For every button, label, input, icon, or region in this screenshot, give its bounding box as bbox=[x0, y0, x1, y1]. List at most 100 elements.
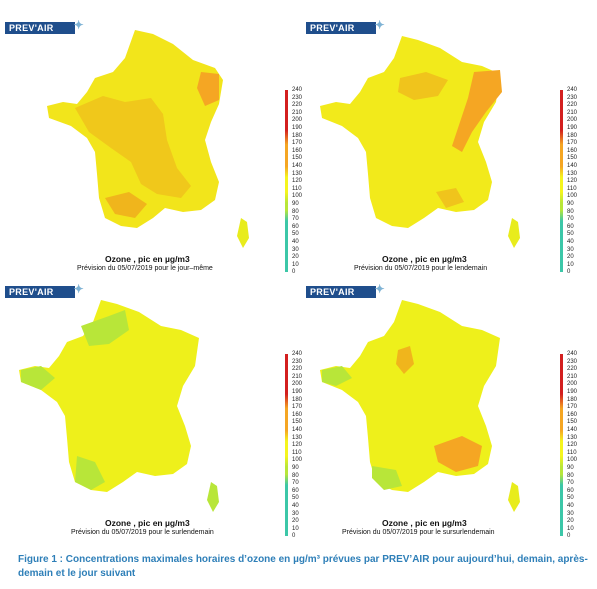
scale-tick-label: 200 bbox=[292, 117, 303, 124]
scale-bar bbox=[560, 354, 563, 537]
scale-tick-label: 200 bbox=[292, 381, 303, 388]
scale-tick-label: 110 bbox=[567, 449, 577, 456]
scale-tick-label: 70 bbox=[292, 480, 299, 487]
prevair-logo: PREV'AIR ✦ bbox=[5, 19, 84, 34]
scale-tick-label: 170 bbox=[292, 404, 303, 411]
scale-tick-label: 10 bbox=[292, 525, 299, 532]
high-zone bbox=[398, 72, 448, 100]
corsica bbox=[237, 218, 249, 248]
ozone-map bbox=[320, 300, 520, 512]
ozone-map bbox=[19, 300, 219, 512]
panel-subtitle: Prévision du 05/07/2019 pour le surlende… bbox=[71, 529, 214, 536]
scale-tick-label: 130 bbox=[292, 434, 303, 441]
scale-tick-label: 40 bbox=[567, 239, 574, 245]
scale-tick-label: 20 bbox=[292, 254, 299, 261]
scale-tick-label: 210 bbox=[567, 109, 578, 116]
scale-tick-label: 180 bbox=[567, 396, 578, 403]
panel-title: Ozone , pic en µg/m3 bbox=[105, 518, 190, 528]
france-outline bbox=[320, 36, 500, 228]
scale-tick-label: 90 bbox=[567, 201, 574, 207]
scale-tick-label: 0 bbox=[292, 533, 296, 540]
scale-tick-label: 190 bbox=[567, 389, 578, 395]
scale-tick-label: 40 bbox=[567, 503, 574, 509]
scale-tick-label: 90 bbox=[292, 465, 299, 471]
scale-tick-label: 120 bbox=[292, 442, 303, 449]
scale-tick-label: 180 bbox=[567, 132, 578, 139]
scale-tick-label: 170 bbox=[567, 140, 578, 147]
low-zone bbox=[322, 366, 352, 386]
scale-tick-label: 180 bbox=[292, 396, 303, 403]
scale-bar bbox=[560, 90, 563, 273]
map-panel-4: PREV'AIR ✦ 240 230 220 210 200 190 180 170 160 150… bbox=[306, 282, 596, 556]
scale-tick-label: 210 bbox=[292, 109, 303, 116]
high-zone bbox=[75, 96, 191, 198]
scale-tick-label: 150 bbox=[567, 419, 578, 426]
scale-tick-label: 110 bbox=[567, 185, 577, 192]
scale-tick-label: 40 bbox=[292, 503, 299, 509]
scale-tick-label: 120 bbox=[567, 178, 578, 185]
logo-star-icon: ✦ bbox=[374, 282, 385, 296]
scale-tick-label: 100 bbox=[292, 457, 303, 464]
ozone-map bbox=[320, 36, 520, 248]
scale-tick-label: 220 bbox=[292, 366, 303, 373]
scale-bar bbox=[285, 354, 288, 537]
scale-tick-label: 60 bbox=[567, 223, 574, 230]
france-outline bbox=[19, 300, 199, 492]
scale-tick-label: 220 bbox=[567, 366, 578, 373]
scale-tick-label: 140 bbox=[292, 163, 303, 169]
scale-tick-label: 160 bbox=[292, 147, 303, 154]
scale-tick-label: 110 bbox=[292, 185, 302, 192]
ozone-map bbox=[47, 30, 249, 248]
logo-star-icon: ✦ bbox=[73, 282, 84, 296]
logo-star-icon: ✦ bbox=[73, 18, 84, 32]
high-zone bbox=[197, 72, 219, 106]
scale-tick-label: 230 bbox=[292, 358, 303, 365]
scale-bar bbox=[285, 90, 288, 273]
scale-tick-label: 230 bbox=[567, 358, 578, 365]
scale-tick-label: 30 bbox=[292, 246, 299, 253]
scale-tick-label: 50 bbox=[567, 495, 574, 502]
figure-caption: Figure 1 : Concentrations maximales hora… bbox=[18, 554, 588, 579]
scale-tick-label: 70 bbox=[567, 216, 574, 223]
scale-tick-label: 120 bbox=[567, 442, 578, 449]
scale-tick-label: 150 bbox=[567, 155, 578, 162]
scale-tick-label: 0 bbox=[567, 533, 571, 540]
high-zone bbox=[105, 192, 147, 218]
scale-tick-label: 240 bbox=[567, 87, 578, 93]
scale-tick-label: 190 bbox=[292, 389, 303, 395]
high-zone bbox=[396, 346, 414, 374]
prevair-logo: PREV'AIR ✦ bbox=[306, 19, 385, 34]
scale-tick-label: 40 bbox=[292, 239, 299, 245]
scale-tick-label: 130 bbox=[292, 170, 303, 177]
scale-tick-label: 100 bbox=[567, 193, 578, 200]
scale-tick-label: 80 bbox=[292, 208, 299, 215]
scale-tick-label: 160 bbox=[292, 411, 303, 418]
scale-tick-label: 230 bbox=[567, 94, 578, 101]
scale-tick-label: 60 bbox=[292, 223, 299, 230]
scale-tick-label: 240 bbox=[567, 351, 578, 357]
scale-tick-label: 240 bbox=[292, 351, 303, 357]
low-zone bbox=[372, 466, 402, 490]
panel-title: Ozone , pic en µg/m3 bbox=[105, 254, 190, 264]
high-zone bbox=[436, 188, 464, 208]
scale-tick-label: 30 bbox=[567, 510, 574, 517]
scale-tick-label: 190 bbox=[567, 125, 578, 131]
low-zone bbox=[75, 456, 105, 490]
scale-tick-label: 90 bbox=[567, 465, 574, 471]
scale-tick-label: 10 bbox=[567, 525, 574, 532]
scale-tick-label: 200 bbox=[567, 117, 578, 124]
scale-tick-label: 150 bbox=[292, 155, 303, 162]
scale-tick-label: 110 bbox=[292, 449, 302, 456]
scale-tick-label: 210 bbox=[292, 373, 303, 380]
scale-tick-label: 70 bbox=[292, 216, 299, 223]
scale-tick-label: 140 bbox=[567, 163, 578, 169]
scale-tick-label: 100 bbox=[292, 193, 303, 200]
logo-star-icon: ✦ bbox=[374, 18, 385, 32]
scale-tick-label: 150 bbox=[292, 419, 303, 426]
panel-title: Ozone , pic en µg/m3 bbox=[382, 254, 467, 264]
high-zone bbox=[452, 70, 502, 152]
prevair-logo: PREV'AIR ✦ bbox=[5, 283, 84, 298]
scale-tick-label: 120 bbox=[292, 178, 303, 185]
scale-tick-label: 80 bbox=[292, 472, 299, 479]
scale-tick-label: 130 bbox=[567, 170, 578, 177]
